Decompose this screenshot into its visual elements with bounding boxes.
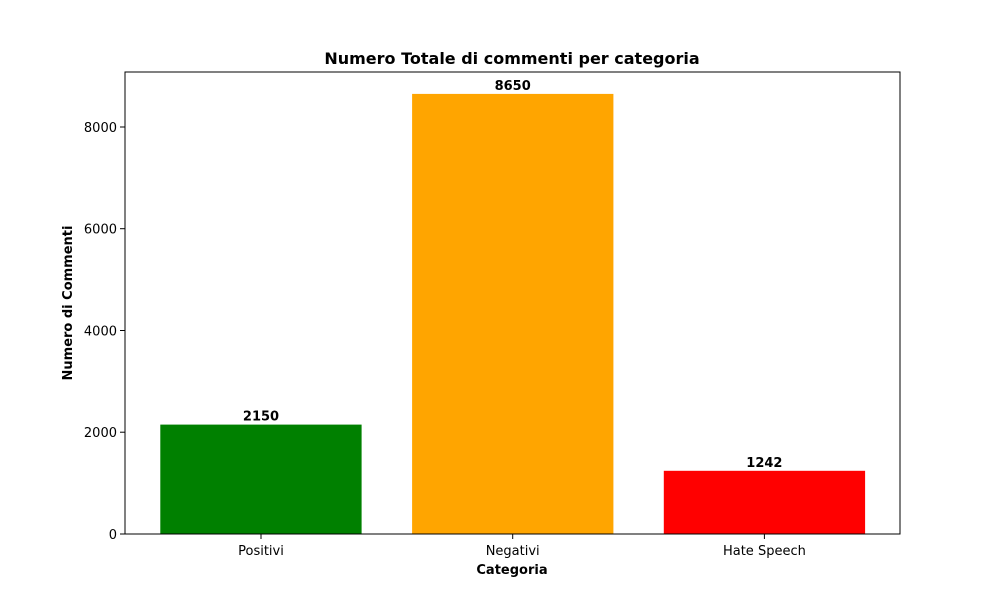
- bar-value-label-negativi: 8650: [495, 79, 531, 94]
- y-tick-label: 4000: [84, 325, 117, 340]
- x-tick-label-positivi: Positivi: [238, 544, 284, 559]
- bar-negativi: [412, 93, 614, 535]
- x-axis-ticks: Positivi Negativi Hate Speech: [238, 534, 806, 559]
- bar-positivi: [160, 424, 362, 534]
- plot-frame: [124, 71, 901, 535]
- x-tick-label-hate-speech: Hate Speech: [723, 544, 806, 559]
- bar-hate-speech: [663, 470, 866, 534]
- bars-group: [160, 93, 866, 535]
- value-labels-group: 2150 8650 1242: [243, 79, 783, 471]
- y-tick-label: 2000: [84, 426, 117, 441]
- y-axis-label: Numero di Commenti: [61, 226, 76, 381]
- bar-value-label-hate-speech: 1242: [746, 456, 782, 471]
- bar-value-label-positivi: 2150: [243, 410, 279, 425]
- x-tick-label-negativi: Negativi: [486, 544, 540, 559]
- y-axis-ticks: 0 2000 4000 6000 8000: [84, 121, 125, 543]
- y-tick-label: 8000: [84, 121, 117, 136]
- x-axis-label: Categoria: [476, 563, 547, 578]
- chart-title: Numero Totale di commenti per categoria: [324, 49, 699, 68]
- y-tick-label: 0: [109, 528, 117, 543]
- y-tick-label: 6000: [84, 223, 117, 238]
